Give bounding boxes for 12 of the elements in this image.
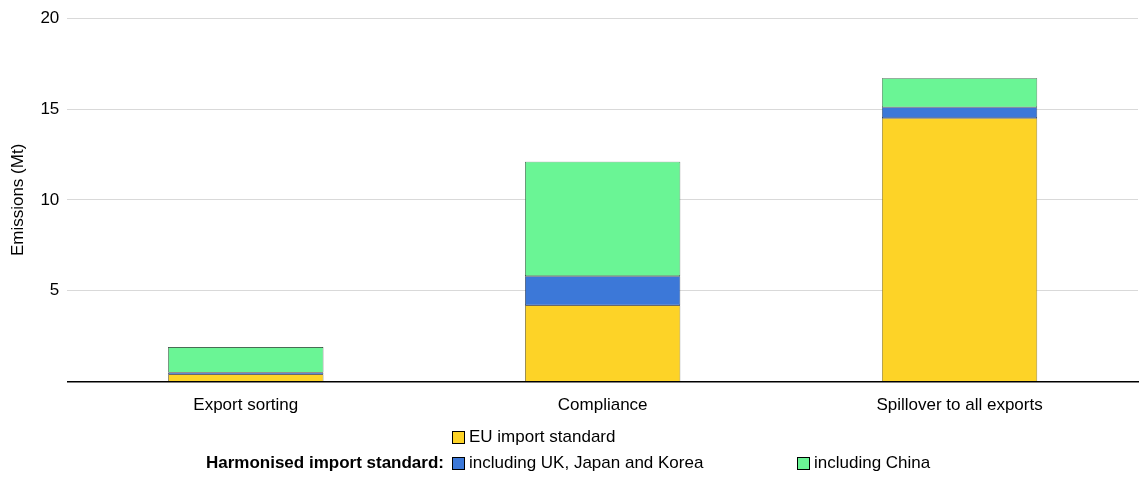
y-axis-title: Emissions (Mt) <box>7 143 27 257</box>
y-tick-label: 20 <box>40 7 60 27</box>
x-tick-label: Compliance <box>557 395 648 415</box>
x-tick-label: Export sorting <box>193 395 299 415</box>
y-tick-label: 5 <box>49 280 60 300</box>
x-tick-label: Spillover to all exports <box>876 395 1043 415</box>
legend-title: Harmonised import standard: <box>204 452 445 474</box>
y-tick-label: 10 <box>40 189 60 209</box>
legend-label: EU import standard <box>469 426 616 448</box>
y-tick-label: 15 <box>40 98 60 118</box>
legend-label: including China <box>814 452 931 474</box>
legend-label: including UK, Japan and Korea <box>469 452 704 474</box>
